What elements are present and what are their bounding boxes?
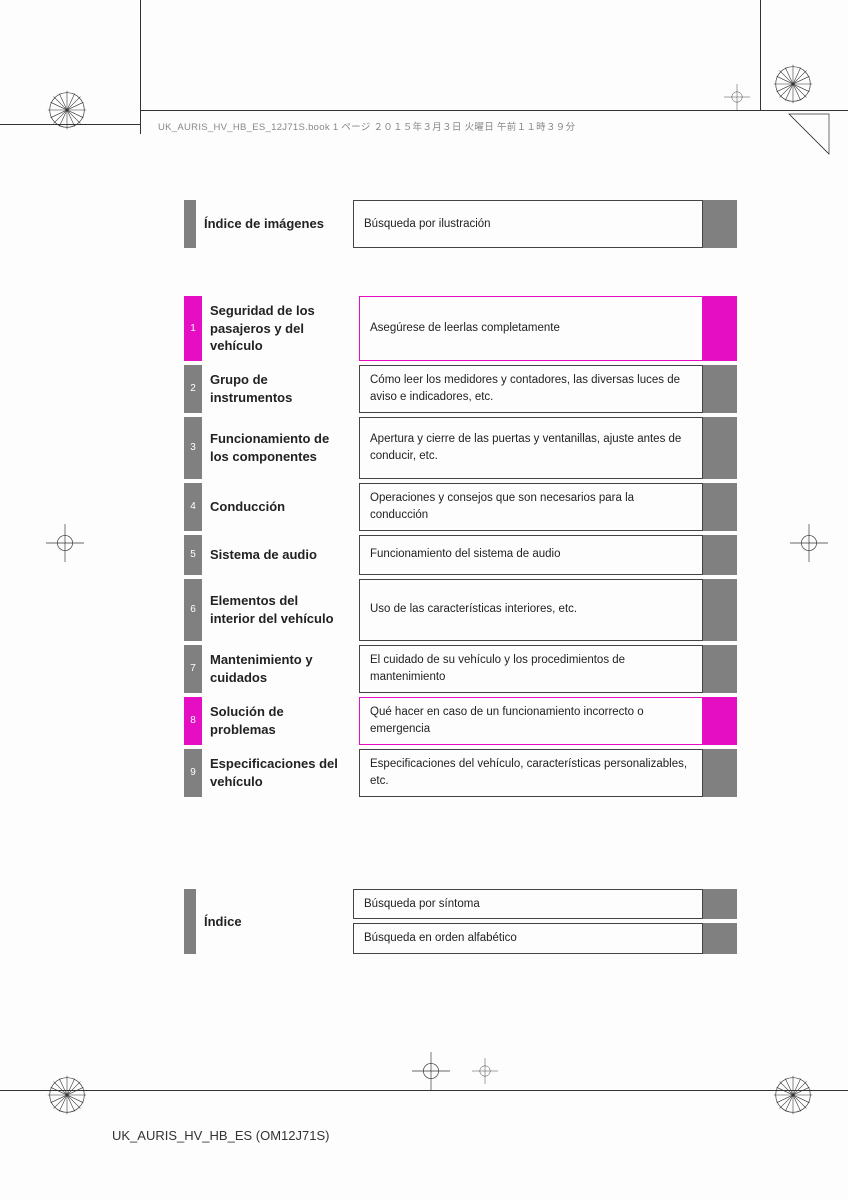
row-endtab: [703, 889, 737, 920]
row-desc: Funcionamiento del sistema de audio: [359, 535, 703, 575]
corner-mark-icon: [787, 112, 831, 156]
row-title: Índice de imágenes: [196, 200, 341, 248]
row-endtab: [703, 483, 737, 531]
cross-mark-icon: [412, 1052, 450, 1090]
registration-mark-icon: [43, 86, 91, 134]
crop-line: [140, 0, 141, 110]
print-header: UK_AURIS_HV_HB_ES_12J71S.book 1 ページ ２０１５…: [158, 119, 575, 133]
cross-mark-icon: [724, 84, 750, 110]
row-desc: Operaciones y consejos que son necesario…: [359, 483, 703, 531]
row-desc: Asegúrese de leerlas completamente: [359, 296, 703, 361]
page: UK_AURIS_HV_HB_ES_12J71S.book 1 ページ ２０１５…: [0, 0, 848, 1200]
row-endtab: [703, 296, 737, 361]
toc-row-3: 3Funcionamiento de los componentesApertu…: [184, 417, 737, 479]
crop-line: [760, 0, 761, 110]
row-desc: Especificaciones del vehículo, caracterí…: [359, 749, 703, 797]
toc-row-6: 6Elementos del interior del vehículoUso …: [184, 579, 737, 641]
row-desc: Uso de las características interiores, e…: [359, 579, 703, 641]
row-number: 2: [184, 365, 202, 413]
row-endtab: [703, 749, 737, 797]
row-title: Sistema de audio: [202, 535, 347, 575]
row-title: Elementos del interior del vehículo: [202, 579, 347, 641]
row-number: 9: [184, 749, 202, 797]
row-number: 6: [184, 579, 202, 641]
row-endtab: [703, 365, 737, 413]
row-endtab: [703, 417, 737, 479]
row-title: Funcionamiento de los componentes: [202, 417, 347, 479]
row-desc: Búsqueda por síntoma: [353, 889, 703, 920]
toc-row-4: 4ConducciónOperaciones y consejos que so…: [184, 483, 737, 531]
row-desc: Apertura y cierre de las puertas y venta…: [359, 417, 703, 479]
row-desc: Búsqueda en orden alfabético: [353, 923, 703, 954]
row-number: 5: [184, 535, 202, 575]
row-endtab: [703, 645, 737, 693]
row-title: Solución de problemas: [202, 697, 347, 745]
crop-line: [140, 110, 141, 134]
toc-row-images: Índice de imágenes Búsqueda por ilustrac…: [184, 200, 737, 248]
row-title: Grupo de instrumentos: [202, 365, 347, 413]
row-number: 4: [184, 483, 202, 531]
cross-mark-icon: [46, 524, 84, 562]
row-desc: Búsqueda por ilustración: [353, 200, 703, 248]
toc-row-7: 7Mantenimiento y cuidadosEl cuidado de s…: [184, 645, 737, 693]
row-title: Mantenimiento y cuidados: [202, 645, 347, 693]
row-number: 3: [184, 417, 202, 479]
row-endtab: [703, 697, 737, 745]
print-footer: UK_AURIS_HV_HB_ES (OM12J71S): [112, 1128, 329, 1143]
cross-mark-icon: [472, 1058, 498, 1084]
row-desc: Qué hacer en caso de un funcionamiento i…: [359, 697, 703, 745]
row-endtab: [703, 579, 737, 641]
row-title: Especificaciones del vehículo: [202, 749, 347, 797]
row-desc: Cómo leer los medidores y contadores, la…: [359, 365, 703, 413]
row-title: Conducción: [202, 483, 347, 531]
toc-row-index: Índice Búsqueda por síntoma Búsqueda en …: [184, 889, 737, 954]
row-endtab: [703, 923, 737, 954]
toc-row-1: 1Seguridad de los pasajeros y del vehícu…: [184, 296, 737, 361]
crop-line: [140, 110, 760, 111]
toc-row-2: 2Grupo de instrumentosCómo leer los medi…: [184, 365, 737, 413]
cross-mark-icon: [790, 524, 828, 562]
toc-sections: 1Seguridad de los pasajeros y del vehícu…: [184, 296, 737, 797]
row-endtab: [703, 200, 737, 248]
registration-mark-icon: [43, 1071, 91, 1119]
row-endtab: [703, 535, 737, 575]
row-number: 8: [184, 697, 202, 745]
registration-mark-icon: [769, 1071, 817, 1119]
toc-row-8: 8Solución de problemasQué hacer en caso …: [184, 697, 737, 745]
row-desc: El cuidado de su vehículo y los procedim…: [359, 645, 703, 693]
row-number: 1: [184, 296, 202, 361]
row-title: Seguridad de los pasajeros y del vehícul…: [202, 296, 347, 361]
row-number: 7: [184, 645, 202, 693]
crop-line: [760, 110, 848, 111]
toc-row-9: 9Especificaciones del vehículoEspecifica…: [184, 749, 737, 797]
row-title: Índice: [196, 889, 341, 954]
row-tab: [184, 200, 196, 248]
crop-line: [0, 1090, 848, 1091]
registration-mark-icon: [769, 60, 817, 108]
row-tab: [184, 889, 196, 954]
toc-content: Índice de imágenes Búsqueda por ilustrac…: [184, 200, 737, 954]
toc-row-5: 5Sistema de audio Funcionamiento del sist…: [184, 535, 737, 575]
